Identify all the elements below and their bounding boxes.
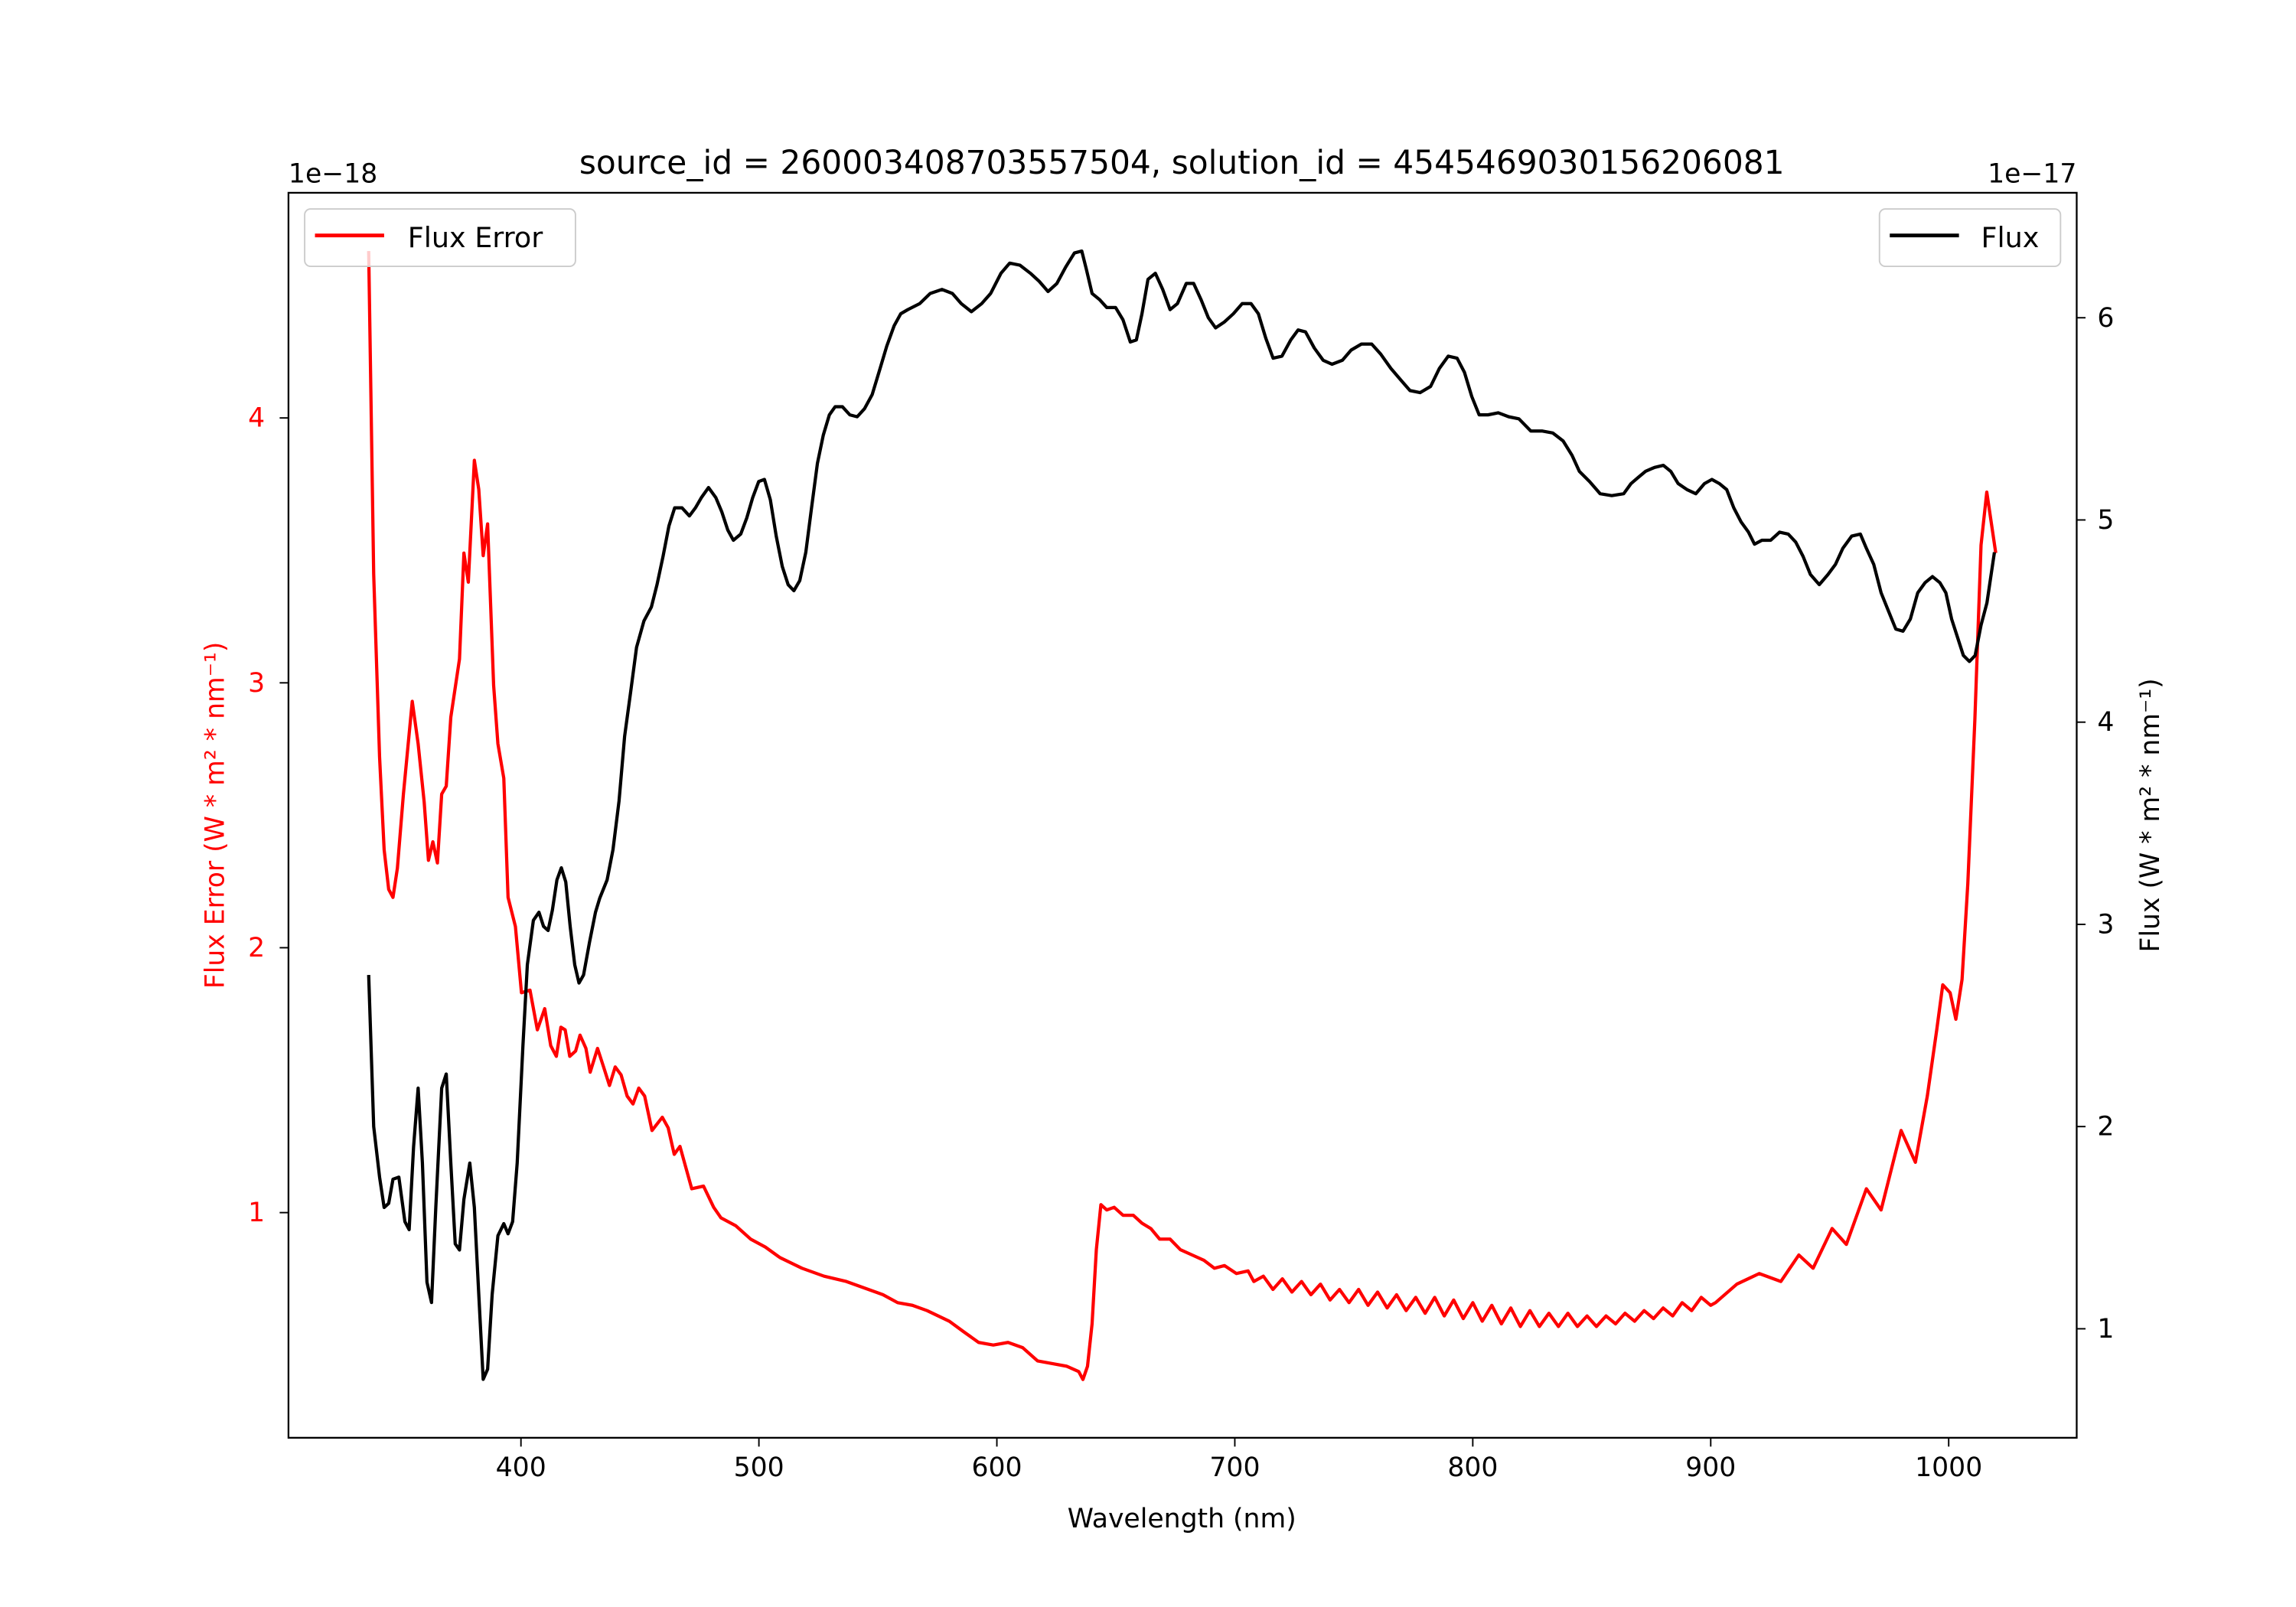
left-y-tick-label: 4 <box>248 403 265 434</box>
left-y-tick-label: 1 <box>248 1198 265 1228</box>
x-tick-label: 400 <box>496 1452 546 1483</box>
left-y-axis-label: Flux Error (W * m² * nm⁻¹) <box>200 642 230 989</box>
x-tick-label: 900 <box>1685 1452 1736 1483</box>
right-y-tick-label: 6 <box>2097 303 2114 334</box>
series-line-flux <box>367 249 1997 1381</box>
x-tick-label: 700 <box>1209 1452 1260 1483</box>
right-y-tick-label: 2 <box>2097 1112 2114 1143</box>
right-offset-label: 1e−17 <box>1988 158 2076 189</box>
x-tick-label: 500 <box>734 1452 784 1483</box>
legend-label-flux: Flux <box>1981 221 2039 254</box>
chart-title: source_id = 2600034087035575​04, solutio… <box>579 144 1785 181</box>
plot-lines <box>367 249 1998 1381</box>
right-y-tick-label: 1 <box>2097 1314 2114 1345</box>
x-tick-label: 600 <box>971 1452 1022 1483</box>
left-y-tick-label: 2 <box>248 933 265 963</box>
right-y-tick-label: 4 <box>2097 707 2114 738</box>
left-offset-label: 1e−18 <box>289 158 377 189</box>
x-axis-label: Wavelength (nm) <box>1068 1504 1296 1534</box>
ticks: 400 500 600 700 800 900 1000 1 2 3 4 1 2 3 4 5 6 <box>248 303 2114 1483</box>
series-line-flux-error <box>367 251 1998 1381</box>
legend-box <box>304 208 576 268</box>
axes-frame <box>287 191 2078 1439</box>
legend-flux-error: Flux Error <box>304 208 576 268</box>
legend-box <box>1878 208 2062 268</box>
legend-flux: Flux <box>1878 208 2062 268</box>
right-y-tick-label: 5 <box>2097 505 2114 536</box>
legend-label-flux-error: Flux Error <box>408 221 544 254</box>
x-tick-label: 800 <box>1447 1452 1498 1483</box>
right-y-tick-label: 3 <box>2097 909 2114 940</box>
right-y-axis-label: Flux (W * m² * nm⁻¹) <box>2135 678 2166 952</box>
left-y-tick-label: 3 <box>248 668 265 699</box>
x-tick-label: 1000 <box>1915 1452 1982 1483</box>
